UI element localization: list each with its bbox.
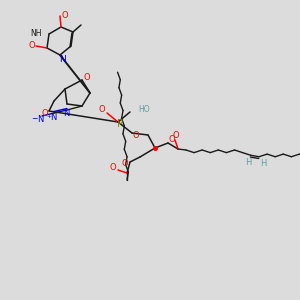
Text: N: N: [37, 116, 43, 124]
Text: N: N: [63, 110, 69, 118]
Text: N: N: [58, 56, 65, 64]
Text: H: H: [260, 159, 266, 168]
Text: O: O: [169, 136, 175, 145]
Text: −: −: [31, 115, 37, 124]
Text: O: O: [122, 160, 128, 169]
Text: O: O: [99, 106, 105, 115]
Text: P: P: [117, 119, 123, 129]
Text: H: H: [245, 158, 252, 167]
Text: O: O: [84, 73, 90, 82]
Text: O: O: [133, 131, 139, 140]
Text: HO: HO: [138, 106, 150, 115]
Text: O: O: [173, 131, 179, 140]
Text: O: O: [29, 41, 35, 50]
Text: NH: NH: [31, 28, 42, 38]
Text: O: O: [110, 164, 116, 172]
Text: O: O: [42, 110, 48, 118]
Text: N: N: [50, 112, 56, 122]
Text: O: O: [62, 11, 68, 20]
Text: +: +: [46, 113, 52, 119]
